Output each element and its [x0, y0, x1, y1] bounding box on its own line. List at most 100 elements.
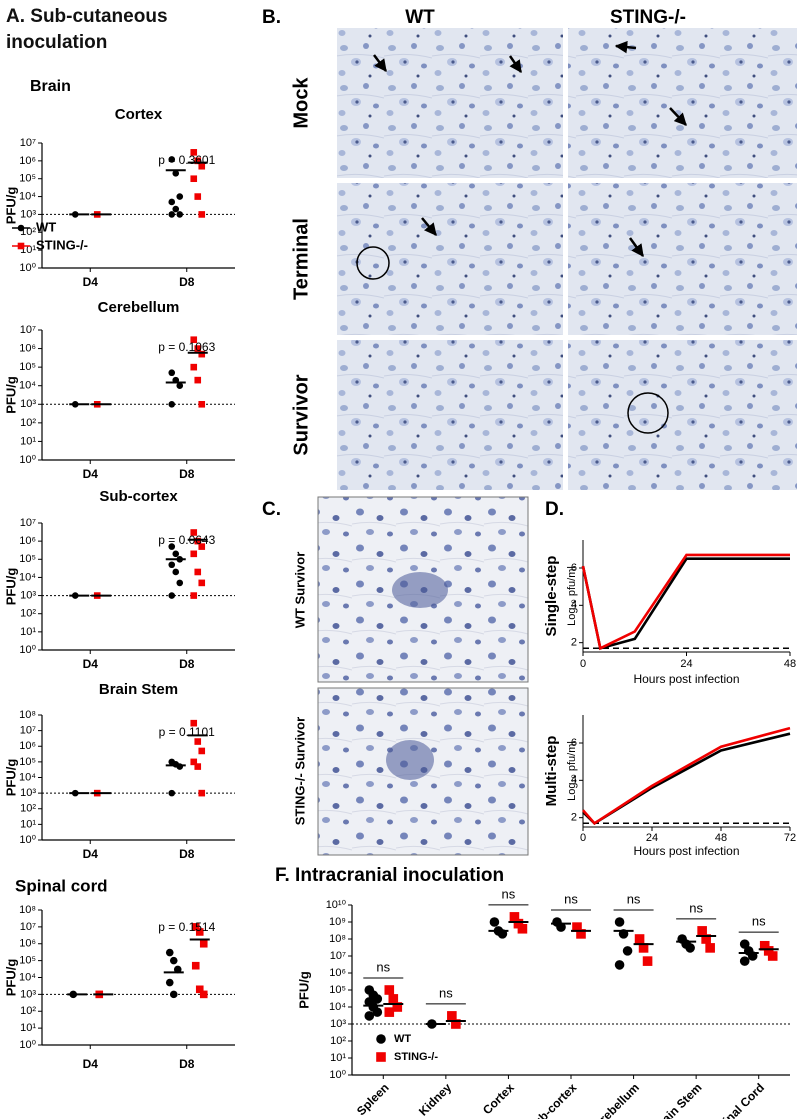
data-point	[198, 789, 206, 797]
legend-label: WT	[36, 219, 56, 234]
data-line	[581, 557, 790, 650]
data-point	[576, 929, 586, 939]
data-point	[194, 345, 202, 352]
data-point	[172, 205, 180, 213]
data-point	[173, 965, 182, 974]
y-tick-label: 10⁷	[20, 137, 36, 149]
legend-marker	[376, 1034, 386, 1044]
annotation: ns	[752, 914, 766, 929]
data-point	[194, 738, 202, 745]
data-point	[739, 956, 750, 966]
y-tick-label: 10³	[20, 988, 36, 1000]
annotation: p = 0.1063	[158, 340, 215, 354]
data-point	[572, 922, 582, 932]
y-axis-label: PFU/g	[3, 376, 18, 414]
y-axis-label: PFU/g	[3, 568, 18, 606]
annotation: ns	[376, 959, 390, 974]
annotation: ns	[689, 900, 703, 915]
y-tick-label: 10²	[20, 1005, 36, 1017]
y-tick-label: 10⁵	[19, 955, 36, 967]
y-tick-label: 10¹	[20, 626, 36, 638]
y-tick-label: 4	[571, 774, 577, 786]
chart-title: Cortex	[115, 106, 163, 123]
arrow	[628, 237, 645, 258]
histology-image	[568, 340, 797, 490]
y-tick-label: 4	[571, 599, 577, 611]
x-tick-label: 0	[580, 832, 586, 844]
y-tick-label: 10⁴	[19, 771, 36, 783]
data-point	[767, 951, 778, 961]
arrow	[669, 107, 687, 126]
chart-title: Spinal cord	[15, 876, 108, 895]
column-label: WT	[405, 7, 435, 28]
y-tick-label: 10⁶	[19, 740, 36, 752]
data-point	[513, 918, 524, 929]
chart-title: Single-step	[543, 556, 560, 637]
y-tick-label: 10¹	[20, 435, 36, 447]
x-tick-label: D8	[179, 1057, 195, 1071]
annotation: ns	[502, 886, 516, 901]
x-tick-label: D4	[83, 467, 99, 481]
circle-marker	[627, 392, 669, 434]
data-point	[190, 550, 198, 558]
data-point	[384, 985, 395, 995]
y-tick-label: 10⁶	[19, 342, 36, 354]
data-point	[176, 193, 184, 200]
y-tick-label: 10³	[20, 398, 36, 410]
y-tick-label: 10⁵	[19, 361, 36, 373]
data-point	[190, 336, 198, 344]
infiltrate	[392, 572, 448, 608]
data-point	[622, 946, 633, 956]
y-tick-label: 10¹⁰	[326, 899, 347, 911]
data-point	[556, 922, 566, 932]
data-point	[190, 175, 198, 183]
y-tick-label: 10⁸	[329, 933, 346, 945]
data-point	[168, 211, 176, 218]
y-axis-label: Log₁₀ pfu/ml	[566, 741, 578, 801]
annotation: p = 0.1514	[158, 920, 215, 934]
x-tick-label: 48	[784, 658, 796, 670]
y-tick-label: 10²	[20, 608, 36, 620]
data-point	[191, 923, 200, 931]
data-point	[194, 193, 202, 200]
data-point	[190, 719, 198, 727]
x-tick-label: Kidney	[416, 1080, 454, 1118]
x-tick-label: D4	[83, 657, 99, 671]
infiltrate	[386, 740, 434, 780]
y-tick-label: 10⁰	[19, 834, 36, 846]
annotation: ns	[564, 891, 578, 906]
legend-marker	[376, 1052, 386, 1062]
y-axis-label: PFU/g	[3, 187, 18, 225]
y-tick-label: 10⁵	[19, 553, 36, 565]
data-point	[388, 994, 399, 1004]
y-tick-label: 10³	[20, 208, 36, 220]
data-point	[198, 162, 206, 170]
panel-d-label: D.	[545, 499, 564, 520]
data-point	[165, 948, 174, 957]
y-tick-label: 10⁴	[19, 380, 36, 392]
row-label: WT Survivor	[292, 552, 307, 629]
data-point	[194, 376, 202, 384]
circle-marker	[356, 246, 390, 280]
y-tick-label: 10⁴	[19, 190, 36, 202]
histology-image	[337, 340, 563, 490]
y-tick-label: 10⁰	[19, 454, 36, 466]
x-tick-label: D4	[83, 275, 99, 289]
data-point	[697, 926, 707, 936]
data-point	[198, 400, 206, 408]
x-tick-label: 24	[680, 658, 692, 670]
data-point	[642, 956, 653, 966]
x-axis-label: Hours post infection	[633, 844, 739, 858]
data-point	[168, 543, 176, 550]
data-point	[614, 960, 625, 970]
data-point	[172, 550, 180, 558]
data-point	[165, 978, 174, 987]
panel-a-group: Brain	[30, 78, 71, 95]
y-tick-label: 10²	[20, 417, 36, 429]
data-point	[190, 758, 198, 766]
panel-a-title: A. Sub-cutaneous inoculation	[6, 6, 168, 53]
y-tick-label: 10⁵	[19, 173, 36, 185]
x-tick-label: Cerebellum	[586, 1080, 642, 1119]
data-point	[190, 592, 198, 599]
data-point	[194, 763, 202, 770]
